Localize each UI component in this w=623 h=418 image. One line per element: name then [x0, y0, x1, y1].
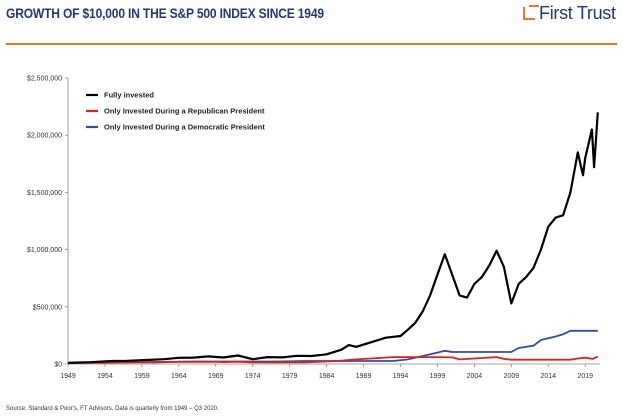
x-tick-label: 1954 [97, 373, 113, 380]
x-tick-label: 1989 [356, 373, 372, 380]
x-tick-label: 1999 [430, 373, 446, 380]
logo-text: First Trust [539, 3, 616, 23]
x-tick-label: 1959 [134, 373, 150, 380]
x-tick-label: 1974 [245, 373, 261, 380]
y-tick-label: $2,000,000 [27, 133, 62, 140]
x-tick-label: 1979 [282, 373, 298, 380]
header-divider [6, 43, 617, 45]
chart-axes: $2,500,000 $2,000,000 $1,500,000 $1,000,000… [27, 76, 600, 380]
chart-legend: Fully invested Only Invested During a Rep… [86, 91, 265, 132]
x-tick-label: 1984 [319, 373, 335, 380]
x-tick-label: 2014 [540, 373, 556, 380]
y-tick-label: $1,000,000 [27, 247, 62, 254]
chart-series [67, 112, 599, 364]
legend-label: Only Invested During a Democratic Presid… [104, 123, 265, 132]
x-tick-label: 2004 [467, 373, 483, 380]
series-line [67, 112, 599, 364]
y-tick-label: $500,000 [33, 304, 62, 311]
x-tick-label: 1949 [60, 373, 76, 380]
series-line [68, 355, 599, 364]
legend-label: Fully invested [104, 91, 154, 100]
x-tick-label: 1969 [208, 373, 224, 380]
y-tick-label: $2,500,000 [27, 76, 62, 83]
source-note: Source: Standard & Poor's, FT Advisors. … [6, 406, 219, 412]
x-tick-label: 2009 [504, 373, 520, 380]
series-line [67, 329, 598, 364]
x-tick-label: 1964 [171, 373, 187, 380]
y-tick-label: $0 [54, 362, 62, 369]
legend-label: Only Invested During a Republican Presid… [104, 107, 265, 116]
chart-title: GROWTH OF $10,000 IN THE S&P 500 INDEX S… [6, 5, 324, 21]
x-tick-label: 1994 [393, 373, 409, 380]
x-tick-label: 2019 [577, 373, 593, 380]
logo-bracket-icon [523, 5, 539, 20]
brand-logo: First Trust [523, 3, 621, 27]
y-tick-label: $1,500,000 [27, 190, 62, 197]
